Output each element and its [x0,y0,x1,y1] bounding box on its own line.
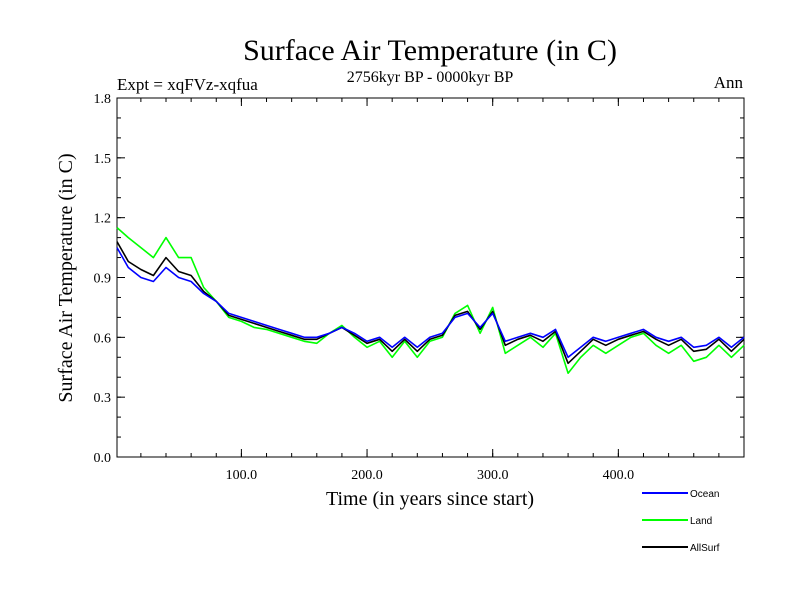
plot-area [116,97,745,458]
experiment-label: Expt = xqFVz-xqfua [117,75,258,94]
y-tick-label: 0.0 [94,451,112,466]
x-tick-label: 300.0 [477,468,509,483]
x-tick-label: 100.0 [226,468,258,483]
chart-title: Surface Air Temperature (in C) [243,34,617,67]
y-tick-label: 0.9 [94,272,112,287]
season-label: Ann [714,73,744,92]
y-tick-label: 0.3 [94,391,112,406]
x-axis-label: Time (in years since start) [326,488,534,510]
x-axis: 100.0 200.0 300.0 400.0 [140,98,720,483]
y-tick-label: 1.5 [94,152,112,167]
series-lines [116,227,745,375]
y-tick-label: 1.8 [94,92,112,107]
y-tick-label: 0.6 [94,331,112,346]
chart-subtitle: 2756kyr BP - 0000kyr BP [347,69,514,86]
legend-label-ocean: Ocean [690,489,719,500]
x-tick-label: 200.0 [351,468,383,483]
legend-label-land: Land [690,516,712,527]
y-tick-label: 1.2 [94,212,112,227]
legend: Ocean Land AllSurf [642,489,720,554]
y-axis-label: Surface Air Temperature (in C) [55,153,77,402]
y-axis: 0.0 0.3 0.6 0.9 1.2 1.5 1.8 [94,92,744,466]
series-line-ocean [116,247,745,359]
legend-label-allsurf: AllSurf [690,543,720,554]
x-tick-label: 400.0 [603,468,635,483]
